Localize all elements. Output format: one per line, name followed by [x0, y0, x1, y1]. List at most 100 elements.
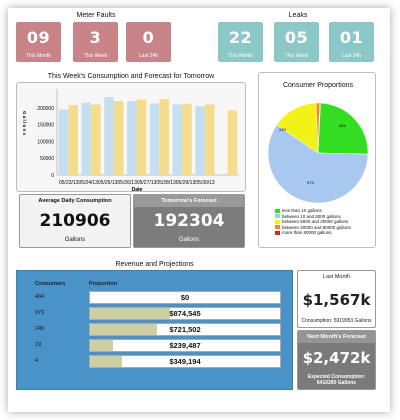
consumption-chart-title: This Week's Consumption and Forecast for…	[47, 73, 215, 80]
tile-label: This Month	[228, 53, 253, 59]
consumption-chart-panel: G a l l o n s Date 05/23/1305/24/1305/25…	[16, 82, 246, 193]
tile-label: This Week	[284, 53, 309, 59]
col-consumers-header: Consumers	[35, 281, 66, 287]
meter-faults-month-tile[interactable]: 09 This Month	[16, 22, 61, 62]
y-tick-label: 0	[51, 173, 54, 179]
row-revenue: $239,487	[169, 341, 201, 350]
revenue-row: 19 $239,487	[17, 339, 294, 353]
y-tick-label: 150000	[37, 123, 54, 129]
leaks-month-tile[interactable]: 22 This Month	[218, 22, 263, 62]
leaks-24h-tile[interactable]: 01 Last 24h	[329, 22, 374, 62]
proportion-bar: $0	[89, 291, 281, 304]
leaks-week-tile[interactable]: 05 This Week	[274, 22, 319, 62]
x-tick-labels: 05/23/1305/24/1305/25/1305/26/1305/27/13…	[59, 180, 215, 186]
pie-slice-label: 973	[307, 180, 314, 185]
tile-label: This Month	[26, 53, 51, 59]
revenue-panel: Consumers Proportion 404 $0 973 $874,545…	[16, 270, 293, 390]
pie-title: Consumer Proportions	[282, 82, 354, 89]
legend-item: less than 10 gallons	[275, 208, 351, 214]
proportion-bar: $239,487	[89, 339, 281, 352]
bar-05/30/13	[227, 110, 238, 175]
bar-05/29/13	[204, 104, 215, 175]
meter-faults-week-tile[interactable]: 3 This Week	[73, 22, 118, 62]
pie-legend: less than 10 gallons between 10 and 5000…	[275, 208, 351, 236]
legend-item: more than 80000 gallons	[275, 230, 351, 236]
pie-slice-label: 404	[339, 123, 346, 128]
bar-05/28/13	[182, 103, 192, 175]
card-label: Tomorrow's Forecast	[134, 195, 244, 207]
bar-05/27/13	[149, 103, 160, 175]
meter-faults-title: Meter Faults	[76, 12, 116, 19]
pie-slice-1	[267, 124, 369, 204]
revenue-title: Revenue and Projections	[115, 261, 194, 268]
row-revenue: $0	[180, 293, 190, 302]
revenue-row: 245 $721,502	[17, 323, 294, 337]
tile-label: Last 24h	[341, 53, 362, 59]
consumer-proportions-panel: Consumer Proportions 404 973 245 less th…	[258, 72, 376, 248]
proportion-fill	[90, 356, 123, 367]
tile-label: This Week	[83, 53, 108, 59]
row-consumers: 19	[35, 342, 42, 348]
row-revenue: $874,545	[169, 309, 201, 318]
pie-slice-label: 245	[279, 127, 286, 132]
y-tick-label: 200000	[37, 106, 54, 112]
tile-value: 05	[284, 28, 309, 47]
row-revenue: $349,194	[169, 357, 201, 366]
bar-05/24/13	[81, 102, 92, 175]
revenue-row: 404 $0	[17, 291, 294, 305]
revenue-row: 973 $874,545	[17, 307, 294, 321]
proportion-fill	[90, 340, 113, 351]
card-footnote: Expected Consumption: 6410280 Gallons	[307, 374, 366, 386]
card-label: Last Month	[322, 274, 351, 280]
bar-05/24/13	[91, 104, 101, 175]
bar-05/29/13	[195, 106, 205, 175]
card-label: Average Daily Consumption	[38, 198, 112, 204]
row-consumers: 973	[35, 310, 45, 316]
bar-05/25/13	[113, 101, 124, 175]
card-value: 210906	[39, 211, 111, 231]
card-unit: Gallons	[64, 237, 86, 243]
bar-05/27/13	[159, 99, 169, 175]
tile-value: 09	[26, 28, 51, 47]
row-revenue: $721,502	[169, 325, 201, 334]
legend-item: between 5000 and 20000 gallons	[275, 219, 351, 225]
bar-05/28/13	[172, 104, 183, 175]
card-value: $1,567k	[302, 291, 371, 309]
pie-slice-4	[317, 102, 321, 154]
bar-05/25/13	[104, 97, 114, 175]
consumer-proportions-pie: 404 973 245	[267, 102, 369, 204]
card-footnote: Consumption: 5919953 Gallons	[301, 318, 372, 324]
tile-value: 22	[228, 28, 253, 47]
row-consumers: 404	[35, 294, 45, 300]
card-value: $2,472k	[302, 349, 371, 367]
bar-05/23/13	[68, 105, 78, 175]
proportion-bar: $874,545	[89, 307, 281, 320]
row-consumers: 245	[35, 326, 45, 332]
bar-05/26/13	[136, 99, 147, 175]
y-tick-label: 100000	[37, 139, 54, 145]
tile-value: 01	[339, 28, 364, 47]
pie-slice-0	[317, 102, 369, 155]
bar-05/23/13	[58, 109, 69, 175]
card-label: Next Month's Forecast	[298, 331, 375, 343]
row-consumers: 4	[35, 358, 39, 364]
proportion-bar: $349,194	[89, 355, 281, 368]
next-month-forecast-card: Next Month's Forecast $2,472k Expected C…	[297, 330, 376, 390]
tomorrow-forecast-card: Tomorrow's Forecast 192304 Gallons	[133, 194, 245, 248]
proportion-fill	[90, 324, 157, 335]
last-month-card: Last Month $1,567k Consumption: 5919953 …	[297, 270, 376, 328]
leaks-title: Leaks	[288, 12, 308, 19]
card-unit: Gallons	[178, 237, 200, 243]
proportion-fill	[90, 308, 170, 319]
bar-05/26/13	[127, 101, 137, 175]
tile-value: 0	[142, 28, 155, 47]
y-axis-label: G a l l o n s	[22, 111, 27, 136]
y-tick-label: 50000	[40, 156, 54, 162]
legend-item: between 20000 and 80000 gallons	[275, 225, 351, 231]
revenue-row: 4 $349,194	[17, 355, 294, 369]
tile-value: 3	[89, 28, 102, 47]
proportion-bar: $721,502	[89, 323, 281, 336]
legend-item: between 10 and 5000 gallons	[275, 214, 351, 220]
col-proportion-header: Proportion	[89, 281, 118, 287]
meter-faults-24h-tile[interactable]: 0 Last 24h	[126, 22, 171, 62]
